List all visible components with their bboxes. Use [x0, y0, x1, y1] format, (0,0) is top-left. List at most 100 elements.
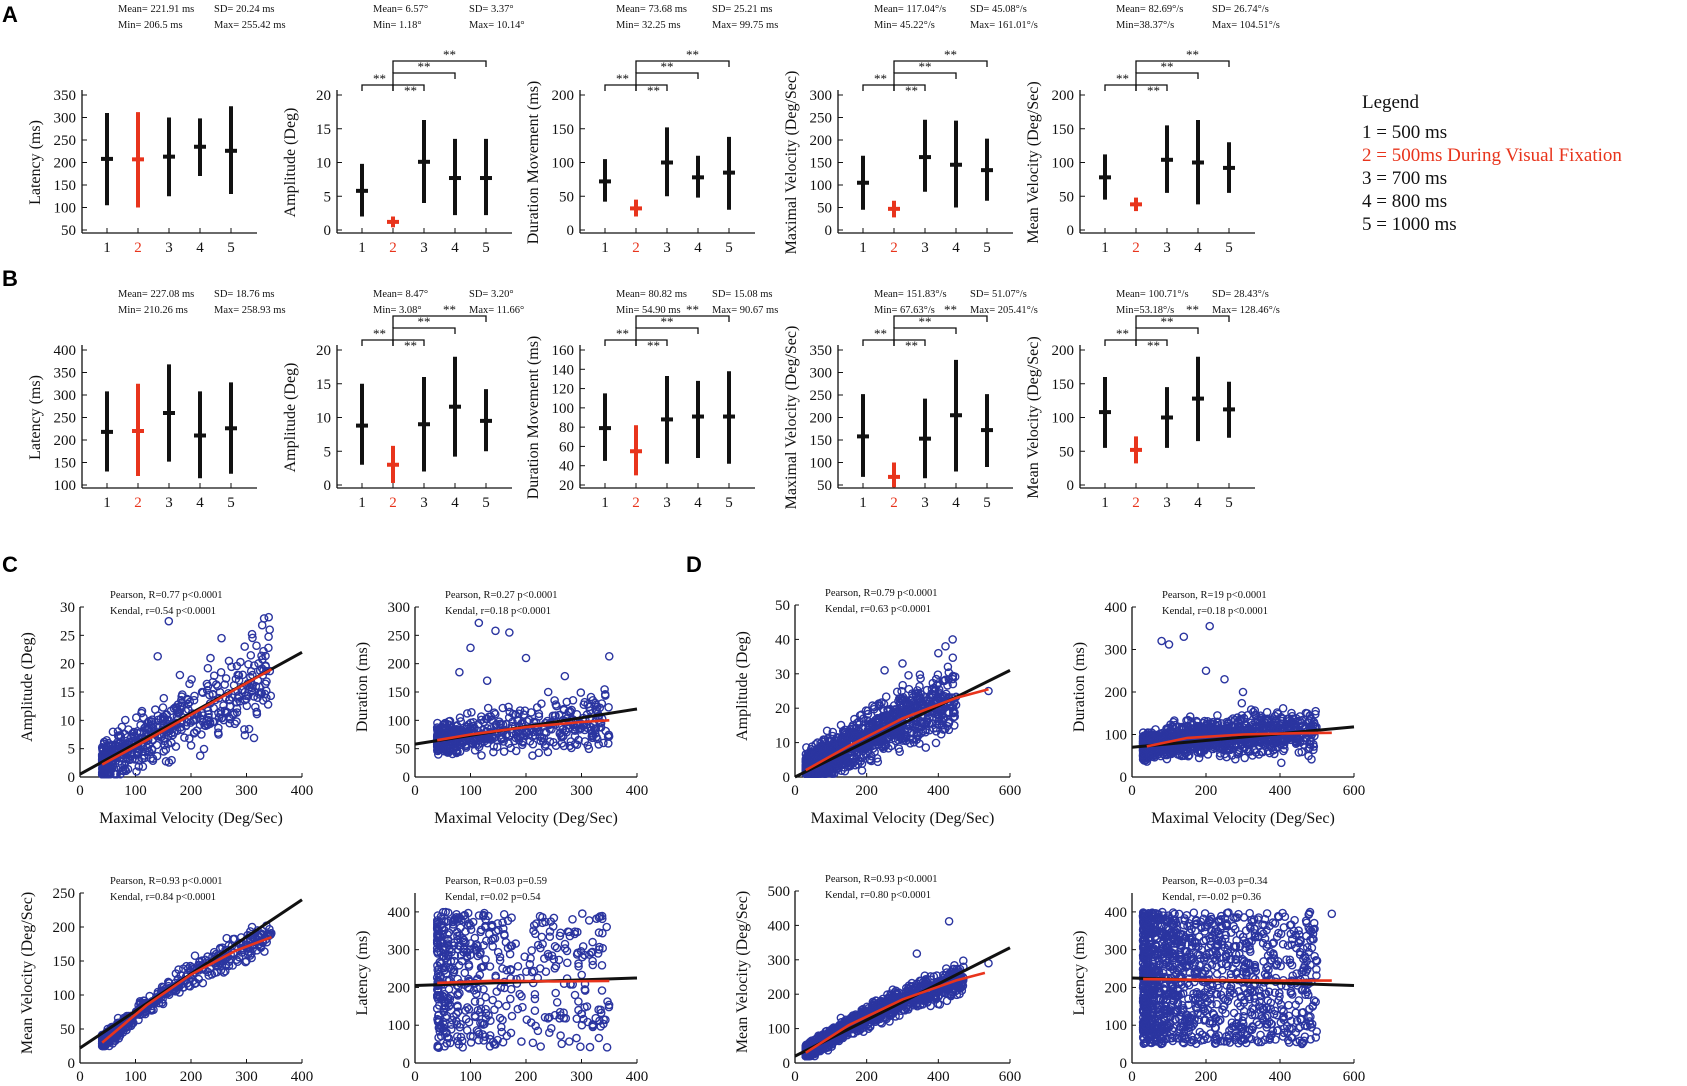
- y-tick-label: 200: [1052, 88, 1075, 104]
- data-point: [493, 1000, 503, 1009]
- y-tick-label: 200: [1105, 685, 1128, 701]
- sig-label: **: [686, 47, 699, 62]
- sig-bracket-2-4: [635, 72, 699, 85]
- x-tick-label: 0: [76, 783, 84, 799]
- sig-label: **: [1161, 59, 1174, 74]
- sig-label: **: [686, 302, 699, 317]
- sig-bracket-2-4: [893, 327, 957, 340]
- stat-max: Max= 90.67 ms: [712, 305, 778, 316]
- stat-max: Max= 99.75 ms: [712, 20, 778, 31]
- y-axis-label: Amplitude (Deg): [19, 632, 36, 742]
- x-tick-label: 2: [1132, 495, 1140, 511]
- sig-bracket-2-5: [1135, 60, 1230, 73]
- x-tick-label: 1: [601, 240, 609, 256]
- y-tick-label: 300: [388, 943, 411, 959]
- data-point: [181, 721, 191, 731]
- x-tick-label: 1: [859, 495, 867, 511]
- stat-mean: Mean= 82.69°/s: [1116, 4, 1183, 15]
- data-point: [904, 671, 913, 680]
- sig-bracket-2-3: [1135, 84, 1168, 91]
- stat-min: Min= 45.22°/s: [874, 20, 935, 31]
- pearson-annotation: Pearson, R=0.79 p<0.0001: [825, 588, 937, 599]
- data-point: [585, 1042, 595, 1052]
- x-tick-label: 300: [235, 1069, 258, 1085]
- y-axis-label: Mean Velocity (Deg/Sec): [19, 892, 36, 1054]
- pearson-annotation: Pearson, R=19 p<0.0001: [1162, 590, 1267, 601]
- x-tick-label: 4: [196, 240, 204, 256]
- stat-mean: Mean= 227.08 ms: [118, 289, 194, 300]
- x-tick-label: 5: [1225, 495, 1233, 511]
- data-point: [1237, 698, 1247, 708]
- stat-min: Min= 32.25 ms: [616, 20, 681, 31]
- data-point: [604, 652, 614, 661]
- x-axis-label: Maximal Velocity (Deg/Sec): [811, 810, 995, 827]
- x-tick-label: 5: [227, 240, 235, 256]
- data-point: [559, 741, 569, 751]
- data-point: [525, 737, 535, 746]
- x-tick-label: 2: [632, 240, 640, 256]
- kendal-annotation: Kendal, r=0.63 p<0.0001: [825, 604, 931, 615]
- data-point: [492, 987, 502, 996]
- stat-min: Min= 1.18°: [373, 20, 422, 31]
- y-tick-label: 0: [1067, 478, 1075, 494]
- kendal-annotation: Kendal, r=0.84 p<0.0001: [110, 892, 216, 903]
- y-tick-label: 30: [60, 600, 75, 616]
- sig-bracket-2-4: [635, 327, 699, 340]
- data-point: [489, 708, 499, 718]
- scatter-chart-C3: 0100200300400050100150200250Maximal Velo…: [19, 876, 313, 1085]
- stat-mean: Mean= 117.04°/s: [874, 4, 946, 15]
- data-point: [230, 719, 240, 729]
- x-tick-label: 200: [515, 1069, 538, 1085]
- data-point: [537, 699, 546, 709]
- data-point: [163, 739, 173, 749]
- data-point: [252, 709, 262, 719]
- data-point: [257, 620, 267, 630]
- data-point: [594, 1033, 604, 1043]
- data-point: [118, 766, 128, 776]
- y-tick-label: 140: [552, 362, 575, 378]
- stat-mean: Mean= 151.83°/s: [874, 289, 947, 300]
- data-point: [599, 738, 608, 748]
- data-point: [570, 726, 580, 735]
- y-axis-label: Maximal Velocity (Deg/Sec): [783, 71, 800, 255]
- data-point: [452, 721, 462, 730]
- sig-label: **: [874, 326, 887, 341]
- data-point: [188, 716, 198, 726]
- data-point: [132, 767, 141, 776]
- x-tick-label: 3: [1163, 495, 1171, 511]
- y-tick-label: 250: [810, 111, 833, 127]
- x-tick-label: 600: [1343, 783, 1366, 799]
- data-point: [265, 625, 275, 635]
- data-point: [583, 741, 593, 750]
- y-tick-label: 40: [775, 632, 790, 648]
- data-point: [138, 762, 148, 771]
- panel-label-a: A: [2, 2, 18, 27]
- data-point: [209, 671, 219, 681]
- data-point: [159, 693, 169, 703]
- y-tick-label: 200: [810, 133, 833, 149]
- data-point: [576, 1042, 585, 1051]
- y-tick-label: 150: [388, 685, 411, 701]
- y-tick-label: 150: [54, 178, 77, 194]
- data-point: [115, 731, 125, 740]
- x-tick-label: 2: [890, 495, 898, 511]
- x-tick-label: 4: [196, 495, 204, 511]
- x-tick-label: 400: [626, 1069, 649, 1085]
- x-tick-label: 3: [663, 495, 671, 511]
- data-point: [511, 746, 521, 756]
- data-point: [209, 703, 218, 713]
- sig-label: **: [905, 83, 918, 98]
- data-point: [507, 1011, 517, 1021]
- data-point: [118, 765, 127, 775]
- scatter-series: [97, 921, 276, 1051]
- data-point: [501, 1001, 511, 1011]
- y-tick-label: 0: [403, 1056, 411, 1072]
- y-tick-label: 200: [1052, 343, 1075, 359]
- data-point: [214, 713, 224, 722]
- y-axis-label: Latency (ms): [354, 931, 371, 1016]
- y-axis-label: Amplitude (Deg): [282, 363, 299, 473]
- x-tick-label: 400: [626, 783, 649, 799]
- data-point: [513, 962, 523, 971]
- sig-label: **: [1116, 326, 1129, 341]
